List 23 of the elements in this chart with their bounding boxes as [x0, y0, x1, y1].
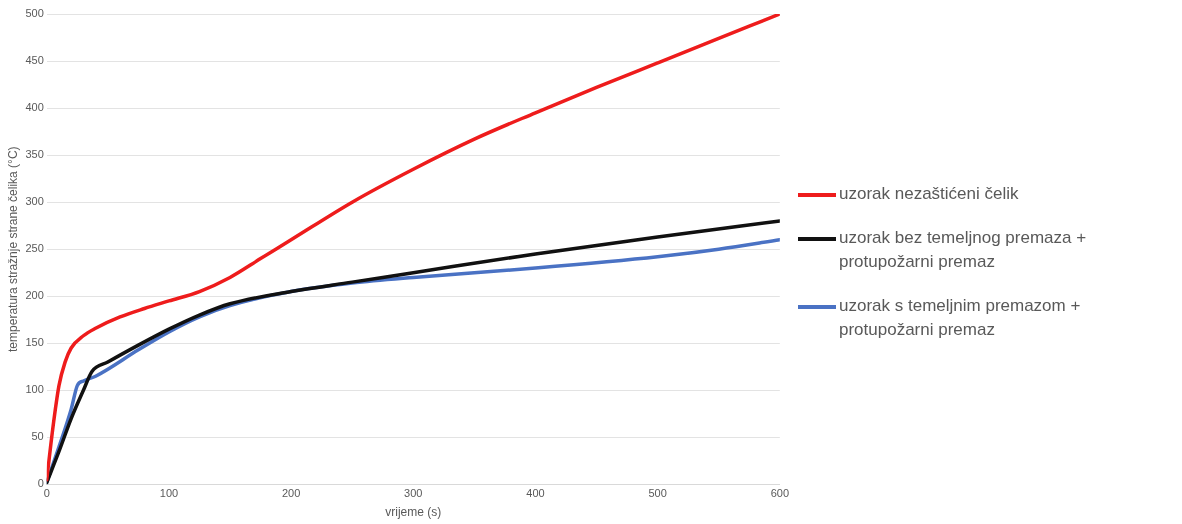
y-axis-title: temperatura stražnje strane čelika (°C) — [5, 146, 20, 352]
legend-label: uzorak bez temeljnog premaza + protupožarni premaz — [839, 227, 1088, 273]
y-tick-label: 500 — [25, 7, 44, 20]
line-series — [46, 14, 780, 482]
x-tick-label: 100 — [159, 487, 179, 500]
y-tick-label: 0 — [37, 477, 44, 490]
legend-label: uzorak nezaštićeni čelik — [839, 183, 1019, 205]
x-tick-label: 300 — [404, 487, 423, 500]
y-tick-label: 200 — [25, 289, 44, 302]
y-tick-label: 300 — [25, 195, 44, 208]
x-tick-label: 600 — [770, 487, 789, 500]
x-tick-label: 400 — [526, 487, 545, 500]
y-tick-label: 50 — [31, 430, 44, 443]
x-axis-title: vrijeme (s) — [385, 505, 442, 520]
y-tick-label: 400 — [25, 101, 44, 114]
y-tick-label: 100 — [25, 383, 44, 396]
x-tick-label: 500 — [648, 487, 667, 500]
y-tick-label: 450 — [25, 54, 44, 67]
y-tick-label: 350 — [25, 148, 44, 161]
legend-label: uzorak s temeljnim premazom + protupožarni premaz — [839, 295, 1082, 341]
y-tick-label: 150 — [25, 336, 44, 349]
x-tick-label: 200 — [281, 487, 301, 500]
y-tick-label: 250 — [25, 242, 44, 255]
